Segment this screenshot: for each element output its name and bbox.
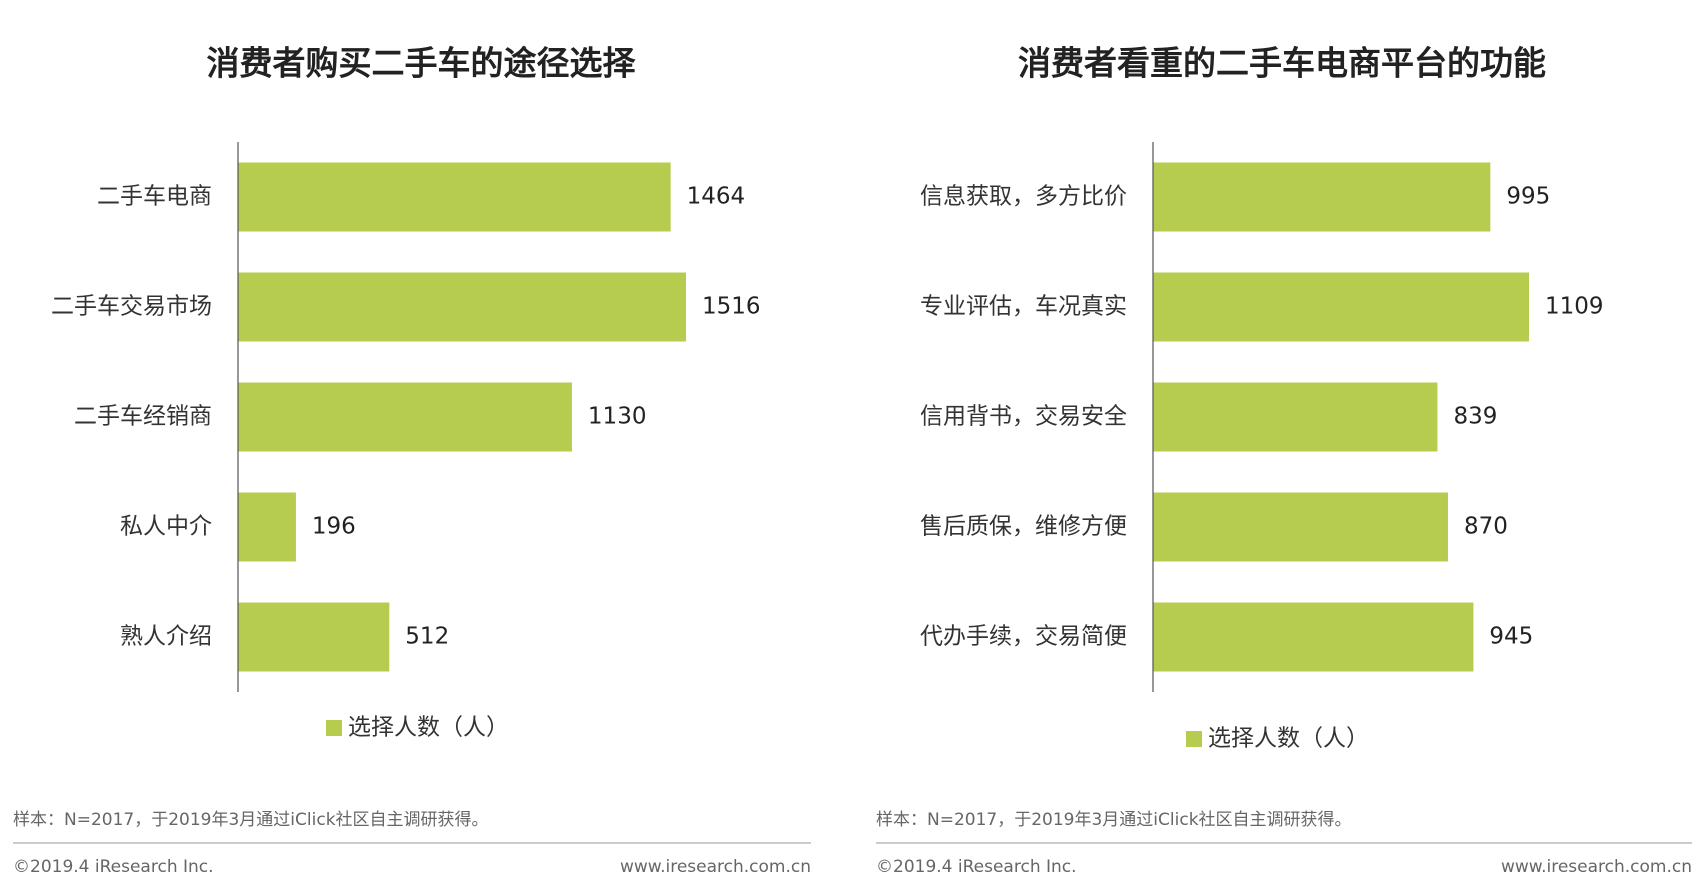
category-label: 二手车电商 [97, 184, 212, 210]
legend-swatch [1186, 731, 1202, 747]
category-label: 二手车经销商 [74, 404, 212, 430]
value-label: 945 [1489, 624, 1533, 650]
copyright: ©2019.4 iResearch Inc. [876, 857, 1077, 877]
category-label: 二手车交易市场 [51, 294, 212, 320]
source: www.iresearch.com.cn [1501, 857, 1692, 877]
value-label: 839 [1453, 404, 1497, 430]
chart-title: 消费者看重的二手车电商平台的功能 [1018, 44, 1546, 83]
sample-note: 样本：N=2017，于2019年3月通过iClick社区自主调研获得。 [13, 810, 489, 830]
value-label: 870 [1464, 514, 1508, 540]
value-label: 1130 [588, 404, 647, 430]
value-label: 995 [1506, 184, 1550, 210]
value-label: 1516 [702, 294, 761, 320]
bar [238, 382, 572, 452]
bar [238, 272, 686, 342]
value-label: 1109 [1545, 294, 1604, 320]
category-label: 信用背书，交易安全 [920, 404, 1127, 430]
bar [1153, 602, 1474, 672]
source: www.iresearch.com.cn [620, 857, 811, 877]
bar [238, 602, 390, 672]
category-label: 熟人介绍 [120, 624, 212, 650]
category-label: 代办手续，交易简便 [920, 624, 1127, 650]
category-label: 私人中介 [120, 514, 212, 540]
legend-label: 选择人数（人） [1208, 726, 1369, 752]
bar [1153, 162, 1491, 232]
chart-title: 消费者购买二手车的途径选择 [207, 44, 637, 83]
category-label: 专业评估，车况真实 [920, 294, 1127, 320]
bar [1153, 492, 1448, 562]
bar [238, 162, 671, 232]
copyright: ©2019.4 iResearch Inc. [13, 857, 214, 877]
value-label: 512 [405, 624, 449, 650]
value-label: 1464 [687, 184, 746, 210]
bar [1153, 382, 1438, 452]
legend-swatch [326, 720, 342, 736]
category-label: 售后质保，维修方便 [920, 514, 1127, 540]
value-label: 196 [312, 514, 356, 540]
category-label: 信息获取，多方比价 [920, 184, 1127, 210]
sample-note: 样本：N=2017，于2019年3月通过iClick社区自主调研获得。 [876, 810, 1352, 830]
legend-label: 选择人数（人） [348, 715, 509, 741]
bar [1153, 272, 1529, 342]
bar [238, 492, 296, 562]
